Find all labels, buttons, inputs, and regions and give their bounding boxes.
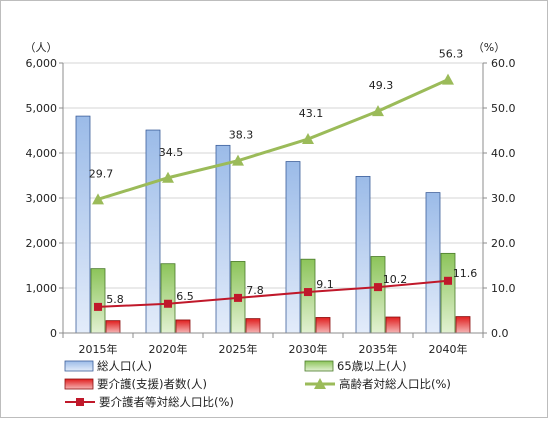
legend-swatch [64,378,94,390]
y-right-tick-label: 50.0 [491,102,516,115]
y-left-tick-label: 3,000 [26,192,58,205]
legend-item-total-population: 総人口(人) [64,359,152,373]
y-left-tick-label: 1,000 [26,282,58,295]
bar-total-population-3 [285,161,301,334]
y-right-tick-label: 10.0 [491,282,516,295]
point-care-ratio-3 [304,288,312,297]
point-care-ratio-0 [94,302,102,311]
legend-item-aged-65-plus: 65歳以上(人) [304,359,407,373]
y-left-tick-label: 2,000 [26,237,58,250]
x-tick-label: 2025年 [219,342,258,356]
data-label-aged-ratio: 34.5 [159,146,184,159]
bar-total-population-2 [215,144,231,334]
legend-label: 65歳以上(人) [337,359,407,373]
data-label-aged-ratio: 56.3 [439,48,464,61]
legend-swatch [64,360,94,372]
bar-care-required-0 [105,320,121,334]
bar-total-population-4 [355,175,371,334]
data-label-aged-ratio: 38.3 [229,129,254,142]
y-left-tick-label: 5,000 [26,102,58,115]
data-label-care-ratio: 5.8 [106,293,124,306]
lines [92,73,454,311]
legend-label: 要介護(支援)者数(人) [97,377,207,391]
legend-item-aged-ratio: 高齢者対総人口比(%) [305,377,451,391]
data-label-care-ratio: 7.8 [246,284,264,297]
data-label-aged-ratio: 29.7 [89,167,114,180]
y-right-tick-label: 20.0 [491,237,516,250]
y-right-tick-label: 30.0 [491,192,516,205]
bar-care-required-5 [455,316,471,334]
data-label-care-ratio: 6.5 [176,290,194,303]
data-labels: 29.7 34.5 38.3 43.1 49.3 56.3 5.8 6.5 7.8 9.1 10.2… [89,48,478,306]
bar-aged-65-plus-4 [370,256,386,334]
bar-aged-65-plus-1 [160,263,176,334]
bar-care-required-4 [385,316,401,334]
line-aged-ratio [97,78,449,201]
y-left-tick-label: 6,000 [26,57,58,70]
point-aged-ratio-3 [302,133,314,145]
point-aged-ratio-5 [442,73,454,85]
x-tick-label: 2035年 [359,342,398,356]
legend-item-care-ratio: 要介護者等対総人口比(%) [65,395,234,409]
y-left-tick-label: 4,000 [26,147,58,160]
bar-care-required-3 [315,317,331,334]
point-aged-ratio-4 [372,105,384,117]
x-tick-label: 2040年 [429,342,468,356]
y-left-tick-label: 0 [50,327,57,340]
y-left-unit: （人） [25,41,58,54]
legend: 総人口(人) 65歳以上(人) 要介護(支援)者数(人) 高齢者対総人口比(%) 要介護… [64,359,451,409]
y-right-tick-label: 40.0 [491,147,516,160]
legend-label: 総人口(人) [97,359,152,373]
x-tick-label: 2020年 [149,342,188,356]
x-tick-label: 2015年 [79,342,118,356]
point-aged-ratio-1 [162,171,174,183]
point-care-ratio-4 [374,283,382,292]
legend-item-care-required: 要介護(支援)者数(人) [64,377,207,391]
gridlines [63,62,483,289]
legend-label: 要介護者等対総人口比(%) [99,395,234,409]
point-aged-ratio-2 [232,154,244,166]
y-right-tick-label: 0.0 [491,327,509,340]
data-label-aged-ratio: 49.3 [369,79,394,92]
x-tick-label: 2030年 [289,342,328,356]
bar-aged-65-plus-5 [440,252,456,334]
bar-aged-65-plus-0 [90,268,106,334]
point-care-ratio-2 [234,293,242,302]
legend-swatch [304,360,334,372]
legend-marker [76,398,84,406]
point-care-ratio-1 [164,299,172,308]
point-care-ratio-5 [444,276,452,285]
bar-total-population-5 [425,192,441,334]
data-label-aged-ratio: 43.1 [299,107,324,120]
bar-total-population-1 [145,129,161,334]
legend-marker [314,378,326,389]
axes: 0 1,000 2,000 3,000 4,000 5,000 6,000 0.0 10.0 20… [25,41,516,356]
bar-care-required-1 [175,319,191,334]
data-label-care-ratio: 9.1 [316,278,334,291]
data-label-care-ratio: 11.6 [453,267,478,280]
legend-label: 高齢者対総人口比(%) [339,377,451,391]
y-right-tick-label: 60.0 [491,57,516,70]
bar-aged-65-plus-3 [300,258,316,334]
bar-total-population-0 [75,115,91,334]
y-right-unit: （%） [473,41,505,54]
bar-care-required-2 [245,318,261,334]
line-care-ratio [97,279,449,308]
point-aged-ratio-0 [92,193,104,205]
data-label-care-ratio: 10.2 [383,273,408,286]
